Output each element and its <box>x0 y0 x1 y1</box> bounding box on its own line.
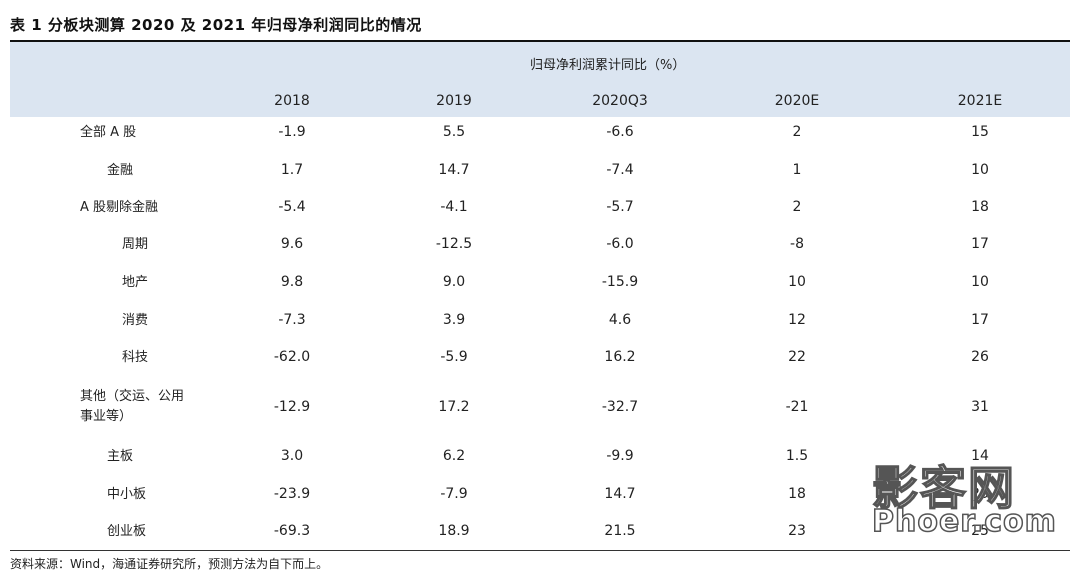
cell-2018: -69.3 <box>273 523 311 539</box>
table-row: 中小板 -23.9 -7.9 14.7 18 20 <box>10 486 1070 523</box>
row-label: 周期 <box>122 237 149 252</box>
cell-2018: -1.9 <box>278 124 306 140</box>
watermark-text-cn: 影客网 <box>871 460 1016 516</box>
table-header: 归母净利润累计同比（%） 2018 2019 2020Q3 2020E 2021… <box>10 42 1070 117</box>
cell-2020q3: 16.2 <box>604 349 636 365</box>
row-label: 主板 <box>107 449 134 464</box>
cell-2020q3: 4.6 <box>608 312 632 328</box>
cell-2020q3: -6.0 <box>606 236 634 252</box>
cell-2020e: 12 <box>788 312 806 328</box>
source-note: 资料来源：Wind，海通证券研究所，预测方法为自下而上。 <box>10 557 329 571</box>
cell-2020q3: -32.7 <box>601 399 639 415</box>
bottom-rule <box>10 550 1070 551</box>
column-header-2021e: 2021E <box>957 93 1003 109</box>
cell-2019: 6.2 <box>442 448 466 464</box>
group-header: 归母净利润累计同比（%） <box>530 58 686 73</box>
cell-2018: 9.8 <box>280 274 304 290</box>
row-label: A 股剔除金融 <box>80 200 159 215</box>
cell-2021e: 31 <box>971 399 989 415</box>
table-row: 主板 3.0 6.2 -9.9 1.5 14 <box>10 448 1070 485</box>
cell-2018: 9.6 <box>280 236 304 252</box>
cell-2020e: 23 <box>788 523 806 539</box>
row-label-line2: 事业等） <box>80 409 133 424</box>
row-label: 中小板 <box>107 487 147 502</box>
cell-2019: -5.9 <box>440 349 468 365</box>
cell-2019: -4.1 <box>440 199 468 215</box>
watermark-text-en: Phoer.com <box>871 503 1057 540</box>
column-header-2019: 2019 <box>436 93 472 109</box>
table-row: 周期 9.6 -12.5 -6.0 -8 17 <box>10 236 1070 273</box>
cell-2021e: 14 <box>971 448 989 464</box>
cell-2020e: -8 <box>790 236 804 252</box>
cell-2020e: 2 <box>792 199 802 215</box>
table-row: 科技 -62.0 -5.9 16.2 22 26 <box>10 349 1070 386</box>
column-header-2020e: 2020E <box>774 93 820 109</box>
cell-2020q3: -7.4 <box>606 162 634 178</box>
cell-2021e: 15 <box>971 124 989 140</box>
cell-2021e: 18 <box>971 199 989 215</box>
top-rule <box>10 40 1070 42</box>
row-label: 消费 <box>122 313 149 328</box>
cell-2021e: 10 <box>971 274 989 290</box>
row-label: 地产 <box>122 275 149 290</box>
cell-2020e: 2 <box>792 124 802 140</box>
cell-2020q3: 21.5 <box>604 523 636 539</box>
cell-2020e: -21 <box>785 399 809 415</box>
cell-2020q3: -6.6 <box>606 124 634 140</box>
cell-2018: 3.0 <box>280 448 304 464</box>
cell-2018: -62.0 <box>273 349 311 365</box>
cell-2021e: 25 <box>971 523 989 539</box>
cell-2019: 9.0 <box>442 274 466 290</box>
cell-2018: -7.3 <box>278 312 306 328</box>
row-label: 金融 <box>107 163 134 178</box>
cell-2019: -7.9 <box>440 486 468 502</box>
cell-2021e: 20 <box>971 486 989 502</box>
table-row: 全部 A 股 -1.9 5.5 -6.6 2 15 <box>10 124 1070 161</box>
cell-2018: -5.4 <box>278 199 306 215</box>
cell-2020q3: -9.9 <box>606 448 634 464</box>
table-row: 地产 9.8 9.0 -15.9 10 10 <box>10 274 1070 311</box>
table-row: A 股剔除金融 -5.4 -4.1 -5.7 2 18 <box>10 199 1070 236</box>
cell-2021e: 17 <box>971 236 989 252</box>
cell-2019: -12.5 <box>435 236 473 252</box>
table-title: 表 1 分板块测算 2020 及 2021 年归母净利润同比的情况 <box>10 16 422 34</box>
cell-2020e: 22 <box>788 349 806 365</box>
cell-2020q3: -15.9 <box>601 274 639 290</box>
cell-2021e: 26 <box>971 349 989 365</box>
column-header-2020q3: 2020Q3 <box>592 93 648 109</box>
row-label: 科技 <box>122 350 149 365</box>
row-label-line1: 其他（交运、公用 <box>80 389 185 404</box>
watermark-logo: 影客网 Phoer.com <box>868 452 1056 544</box>
cell-2018: -23.9 <box>273 486 311 502</box>
table-row: 金融 1.7 14.7 -7.4 1 10 <box>10 162 1070 199</box>
cell-2020e: 18 <box>788 486 806 502</box>
cell-2020e: 1 <box>792 162 802 178</box>
cell-2019: 17.2 <box>438 399 470 415</box>
cell-2019: 5.5 <box>442 124 466 140</box>
cell-2020q3: -5.7 <box>606 199 634 215</box>
column-header-2018: 2018 <box>274 93 310 109</box>
cell-2019: 3.9 <box>442 312 466 328</box>
row-label: 全部 A 股 <box>80 125 137 140</box>
table-row: 创业板 -69.3 18.9 21.5 23 25 <box>10 523 1070 560</box>
cell-2021e: 10 <box>971 162 989 178</box>
cell-2021e: 17 <box>971 312 989 328</box>
row-label: 创业板 <box>107 524 147 539</box>
cell-2020e: 10 <box>788 274 806 290</box>
cell-2020e: 1.5 <box>785 448 809 464</box>
table-row: 其他（交运、公用 事业等） -12.9 17.2 -32.7 -21 31 <box>10 388 1070 434</box>
cell-2018: 1.7 <box>280 162 304 178</box>
cell-2019: 18.9 <box>438 523 470 539</box>
cell-2018: -12.9 <box>273 399 311 415</box>
table-row: 消费 -7.3 3.9 4.6 12 17 <box>10 312 1070 349</box>
cell-2019: 14.7 <box>438 162 470 178</box>
cell-2020q3: 14.7 <box>604 486 636 502</box>
